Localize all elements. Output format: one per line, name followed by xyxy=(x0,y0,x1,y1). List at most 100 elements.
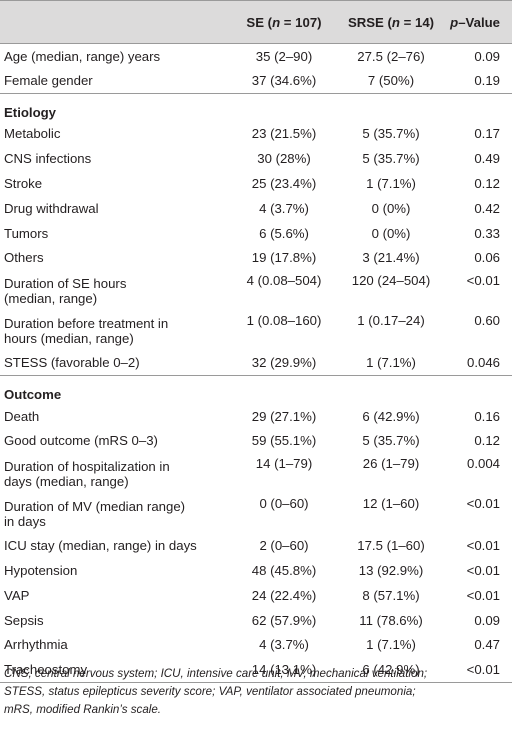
row-label: STESS (favorable 0–2) xyxy=(4,355,140,371)
srse-value: 1 (0.17–24) xyxy=(357,313,425,329)
row-label: Duration of SE hours (median, range) xyxy=(4,275,127,306)
table-row: VAP 24 (22.4%) 8 (57.1%) <0.01 xyxy=(0,583,512,608)
srse-value: 1 (7.1%) xyxy=(366,176,416,192)
row-label: Death xyxy=(4,408,40,424)
p-value: 0.09 xyxy=(474,48,500,64)
p-value: 0.33 xyxy=(474,225,500,241)
p-value: 0.09 xyxy=(474,612,500,628)
table-footnote: CNS, central nervous system; ICU, intens… xyxy=(4,665,508,719)
row-label: Stroke xyxy=(4,176,43,192)
row-label: Hypotension xyxy=(4,562,78,578)
table-row: Good outcome (mRS 0–3) 59 (55.1%) 5 (35.… xyxy=(0,428,512,453)
header-p-value: p–Value xyxy=(444,0,512,44)
row-label: Duration of MV (median range) in days xyxy=(4,498,186,529)
table-row: Duration before treatment in hours (media… xyxy=(0,310,512,350)
footnote-line: STESS, status epilepticus severity score… xyxy=(4,685,416,698)
header-srse: SRSE (n = 14) xyxy=(338,0,444,44)
se-value: 48 (45.8%) xyxy=(251,562,317,578)
se-value: 14 (1–79) xyxy=(255,456,313,472)
table-row: Tracheostomy 14 (13.1%) 6 (42.9%) <0.01 xyxy=(0,657,512,683)
header-row: SE (n = 107) SRSE (n = 14) p–Value xyxy=(0,0,512,44)
row-label: Tracheostomy xyxy=(0,657,230,683)
se-value: 37 (34.6%) xyxy=(251,72,317,88)
table-row: Sepsis 62 (57.9%) 11 (78.6%) 0.09 xyxy=(0,608,512,633)
p-value: 0.16 xyxy=(474,408,500,424)
table-row: Drug withdrawal 4 (3.7%) 0 (0%) 0.42 xyxy=(0,196,512,221)
srse-value: 7 (50%) xyxy=(367,72,415,88)
footnote-line: mRS, modified Rankin’s scale. xyxy=(4,703,162,716)
table-row: Female gender 37 (34.6%) 7 (50%) 0.19 xyxy=(0,68,512,93)
se-value: 4 (3.7%) xyxy=(259,637,309,653)
srse-value: 11 (78.6%) xyxy=(359,612,423,628)
section-title: Outcome xyxy=(0,374,230,404)
row-label: Duration of hospitalization in days (medi… xyxy=(4,458,170,489)
row-label: ICU stay (median, range) in days xyxy=(4,538,197,554)
p-value: 0.17 xyxy=(474,126,500,142)
table-row: Hypotension 48 (45.8%) 13 (92.9%) <0.01 xyxy=(0,558,512,583)
row-label: VAP xyxy=(4,587,30,603)
srse-value: 5 (35.7%) xyxy=(362,151,420,167)
se-value: 25 (23.4%) xyxy=(251,176,317,192)
srse-value: 8 (57.1%) xyxy=(362,587,420,603)
section-header-etiology: Etiology xyxy=(0,92,512,122)
row-label: Duration before treatment in hours (media… xyxy=(4,315,169,346)
table-row: Arrhythmia 4 (3.7%) 1 (7.1%) 0.47 xyxy=(0,632,512,657)
se-value: 62 (57.9%) xyxy=(251,612,317,628)
p-value: 0.47 xyxy=(474,637,500,653)
p-value: 0.42 xyxy=(474,200,500,216)
p-value: 0.19 xyxy=(474,72,500,88)
se-value: 1 (0.08–160) xyxy=(246,313,322,329)
table-row: Duration of MV (median range) in days 0 (… xyxy=(0,493,512,533)
row-label: Arrhythmia xyxy=(4,637,68,653)
srse-value: 5 (35.7%) xyxy=(362,126,420,142)
srse-value: 0 (0%) xyxy=(371,225,411,241)
srse-value: 3 (21.4%) xyxy=(362,250,420,266)
p-value: 0.046 xyxy=(466,355,500,371)
srse-value: 27.5 (2–76) xyxy=(357,48,425,64)
p-value: <0.01 xyxy=(466,538,500,554)
header-se: SE (n = 107) xyxy=(230,0,338,44)
p-value: 0.60 xyxy=(474,313,500,329)
table-row: Death 29 (27.1%) 6 (42.9%) 0.16 xyxy=(0,404,512,429)
srse-value: 17.5 (1–60) xyxy=(357,538,425,554)
row-label: Tumors xyxy=(4,225,49,241)
se-value: 4 (0.08–504) xyxy=(246,273,322,289)
srse-value: 1 (7.1%) xyxy=(366,355,416,371)
p-value: 0.004 xyxy=(466,456,500,472)
se-value: 30 (28%) xyxy=(257,151,311,167)
table-row: Age (median, range) years 35 (2–90) 27.5… xyxy=(0,44,512,69)
table-row: Duration of SE hours (median, range) 4 (0… xyxy=(0,270,512,310)
row-label: Sepsis xyxy=(4,612,44,628)
srse-value: 5 (35.7%) xyxy=(362,433,420,449)
srse-value: 6 (42.9%) xyxy=(362,408,420,424)
srse-value: 0 (0%) xyxy=(371,200,411,216)
se-value: 14 (13.1%) xyxy=(230,657,338,683)
p-value: <0.01 xyxy=(466,496,500,512)
footnote-line: CNS, central nervous system; ICU, intens… xyxy=(4,667,428,680)
se-value: 24 (22.4%) xyxy=(251,587,317,603)
se-value: 32 (29.9%) xyxy=(251,355,317,371)
srse-value: 26 (1–79) xyxy=(362,456,420,472)
srse-value: 13 (92.9%) xyxy=(358,562,424,578)
table-row: Duration of hospitalization in days (medi… xyxy=(0,453,512,493)
table-row: Metabolic 23 (21.5%) 5 (35.7%) 0.17 xyxy=(0,122,512,147)
table-row: Tumors 6 (5.6%) 0 (0%) 0.33 xyxy=(0,221,512,246)
srse-value: 120 (24–504) xyxy=(351,273,431,289)
p-value: 0.06 xyxy=(474,250,500,266)
se-value: 2 (0–60) xyxy=(259,538,309,554)
row-label: Female gender xyxy=(4,72,93,88)
se-value: 6 (5.6%) xyxy=(259,225,309,241)
se-value: 19 (17.8%) xyxy=(251,250,317,266)
row-label: Metabolic xyxy=(4,126,61,142)
p-value: 0.12 xyxy=(474,433,500,449)
table-row: ICU stay (median, range) in days 2 (0–60… xyxy=(0,533,512,558)
table-row: CNS infections 30 (28%) 5 (35.7%) 0.49 xyxy=(0,146,512,171)
table-row: STESS (favorable 0–2) 32 (29.9%) 1 (7.1%… xyxy=(0,350,512,375)
table-row: Stroke 25 (23.4%) 1 (7.1%) 0.12 xyxy=(0,171,512,196)
p-value: <0.01 xyxy=(466,587,500,603)
row-label: Good outcome (mRS 0–3) xyxy=(4,433,158,449)
table-row: Others 19 (17.8%) 3 (21.4%) 0.06 xyxy=(0,246,512,271)
srse-value: 12 (1–60) xyxy=(362,496,420,512)
se-value: 35 (2–90) xyxy=(255,48,313,64)
